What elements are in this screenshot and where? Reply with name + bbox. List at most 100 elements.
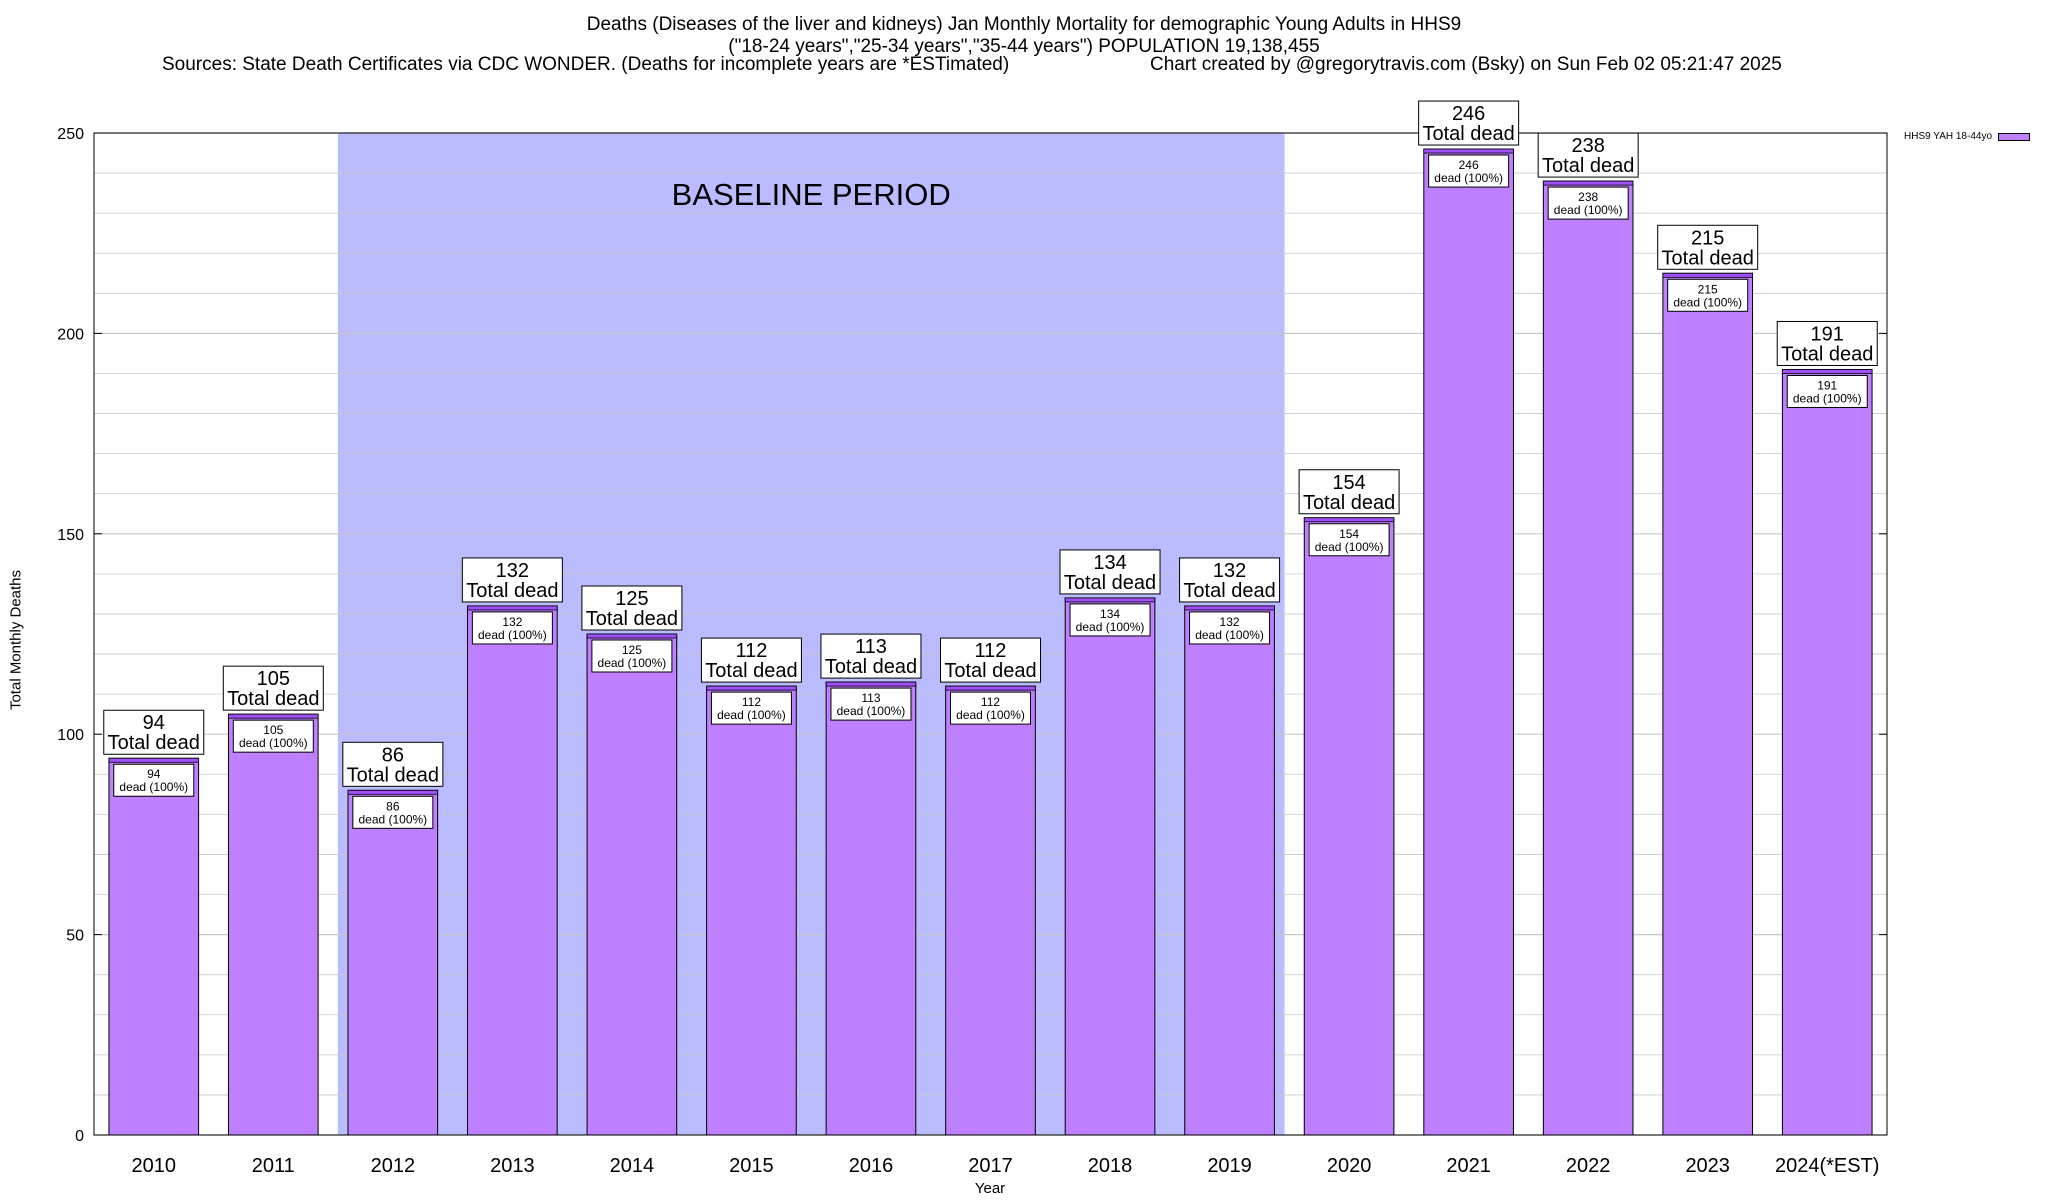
bar-2024(*EST) <box>1781 368 1873 1136</box>
bar-2018 <box>1064 597 1156 1136</box>
x-tick-label: 2021 <box>1446 1155 1491 1177</box>
total-label-value: 105 <box>257 668 290 690</box>
legend: HHS9 YAH 18-44yo <box>1904 131 2031 142</box>
total-label-text: Total dead <box>1064 572 1156 594</box>
total-label-value: 86 <box>382 744 404 766</box>
inner-label-text: dead (100%) <box>119 780 188 794</box>
total-label-text: Total dead <box>108 732 200 754</box>
total-label-box <box>1059 549 1161 595</box>
inner-label-value: 86 <box>386 799 400 813</box>
bar-top-band <box>1423 148 1514 154</box>
inner-label-text: dead (100%) <box>478 628 547 642</box>
total-label-value: 215 <box>1691 227 1724 249</box>
total-label-value: 112 <box>735 640 767 662</box>
inner-label-text: dead (100%) <box>1673 295 1742 309</box>
bar-2023 <box>1662 272 1754 1136</box>
y-axis-label: Total Monthly Deaths <box>7 569 25 711</box>
bar-2020 <box>1303 517 1395 1136</box>
total-label-value: 238 <box>1571 135 1604 157</box>
y-tick-label: 200 <box>57 326 84 343</box>
total-label-box <box>1657 224 1759 270</box>
x-tick-label: 2018 <box>1088 1155 1133 1177</box>
inner-label-text: dead (100%) <box>1076 620 1145 634</box>
inner-label-text: dead (100%) <box>956 708 1025 722</box>
bar-top-band <box>1184 605 1275 611</box>
chart-credit: Chart created by @gregorytravis.com (Bsk… <box>1150 54 1782 75</box>
x-tick-label: 2015 <box>729 1155 774 1177</box>
total-label-box <box>581 585 683 631</box>
bar-top-band <box>706 685 797 691</box>
total-label-value: 112 <box>975 640 1007 662</box>
inner-label-value: 94 <box>147 767 161 781</box>
x-tick-label: 2023 <box>1685 1155 1730 1177</box>
inner-label-value: 132 <box>1220 615 1240 629</box>
y-tick-label: 100 <box>57 727 84 744</box>
total-label-value: 191 <box>1811 323 1844 345</box>
inner-label-value: 134 <box>1100 607 1120 621</box>
inner-label-box <box>830 687 912 721</box>
x-tick-label: 2017 <box>968 1155 1013 1177</box>
bar-2021 <box>1423 148 1514 1136</box>
inner-label-value: 246 <box>1459 158 1479 172</box>
x-tick-label: 2019 <box>1207 1155 1252 1177</box>
total-label-value: 132 <box>1213 560 1246 582</box>
bar-2015 <box>706 685 797 1136</box>
bar-top-band <box>467 605 558 611</box>
bar-top-band <box>108 757 199 763</box>
total-label-text: Total dead <box>1303 492 1395 514</box>
inner-label-box <box>1667 278 1749 312</box>
total-label-text: Total dead <box>1542 155 1634 177</box>
total-label-text: Total dead <box>944 660 1036 682</box>
sources-note: Sources: State Death Certificates via CD… <box>162 54 1010 75</box>
total-label-text: Total dead <box>586 608 678 630</box>
x-tick-label: 2014 <box>610 1155 655 1177</box>
baseline-label: BASELINE PERIOD <box>672 177 951 212</box>
inner-label-value: 105 <box>263 723 283 737</box>
inner-label-value: 215 <box>1698 282 1718 296</box>
total-label-box <box>940 637 1041 683</box>
y-tick-label: 150 <box>57 527 84 544</box>
inner-label-value: 238 <box>1578 190 1598 204</box>
inner-label-value: 132 <box>502 615 522 629</box>
inner-label-box <box>710 691 792 725</box>
x-tick-label: 2020 <box>1327 1155 1372 1177</box>
total-label-value: 125 <box>615 588 648 610</box>
bar-top-band <box>586 633 678 639</box>
total-label-text: Total dead <box>466 580 558 602</box>
total-label-text: Total dead <box>1422 123 1514 145</box>
total-label-box <box>103 709 205 755</box>
total-label-box <box>1298 469 1400 515</box>
total-label-value: 132 <box>496 560 529 582</box>
bar-top-band <box>1064 597 1156 603</box>
total-label-value: 246 <box>1452 103 1485 125</box>
inner-label-text: dead (100%) <box>1195 628 1264 642</box>
inner-label-box <box>232 719 314 753</box>
chart-title: Deaths (Diseases of the liver and kidney… <box>0 14 2048 58</box>
bar-2013 <box>467 605 558 1136</box>
total-label-box <box>342 741 444 787</box>
inner-label-value: 154 <box>1339 527 1359 541</box>
bar-top-band <box>1782 369 1873 374</box>
inner-label-text: dead (100%) <box>239 736 308 750</box>
bar-2016 <box>825 681 917 1136</box>
bar-2017 <box>945 685 1036 1136</box>
bar-2010 <box>108 757 200 1136</box>
y-tick-label: 250 <box>57 126 84 143</box>
total-label-text: Total dead <box>1183 580 1275 602</box>
inner-label-text: dead (100%) <box>717 708 786 722</box>
inner-label-text: dead (100%) <box>358 812 427 826</box>
total-label-box <box>1179 557 1281 603</box>
bar-2012 <box>347 789 439 1136</box>
bar-top-band <box>1303 517 1395 523</box>
inner-label-box <box>1786 374 1868 408</box>
x-axis-label: Year <box>974 1180 1006 1197</box>
bar-2022 <box>1542 180 1634 1136</box>
inner-label-value: 112 <box>981 695 1000 709</box>
inner-label-text: dead (100%) <box>1315 540 1384 554</box>
inner-label-value: 112 <box>742 695 761 709</box>
total-label-value: 113 <box>855 636 887 658</box>
bar-2014 <box>586 633 678 1136</box>
inner-label-box <box>1189 611 1271 645</box>
inner-label-text: dead (100%) <box>1434 171 1503 185</box>
